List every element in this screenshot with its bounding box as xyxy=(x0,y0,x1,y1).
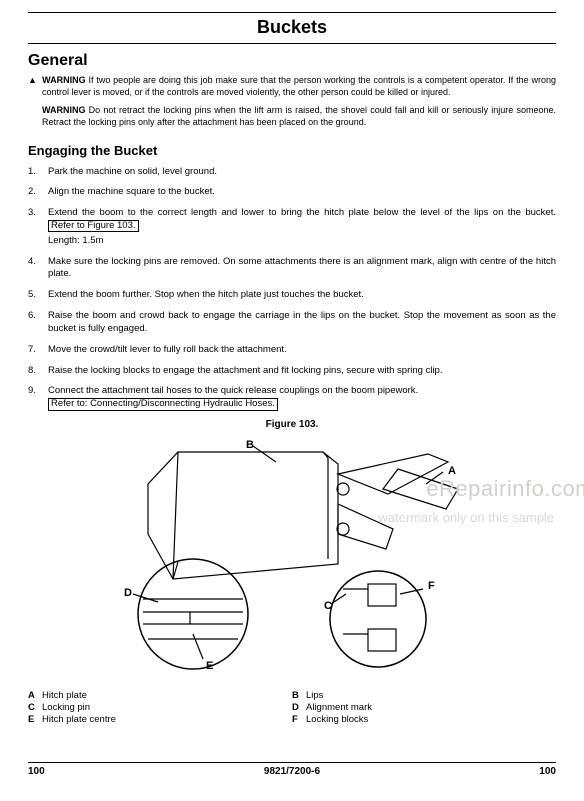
step-4: Make sure the locking pins are removed. … xyxy=(28,256,556,282)
warning-label: WARNING xyxy=(42,105,86,115)
figure-legend: AHitch plate BLips CLocking pin DAlignme… xyxy=(28,690,556,725)
legend-val: Locking pin xyxy=(42,702,292,713)
watermark-main: eRepairinfo.com xyxy=(426,476,584,502)
label-E: E xyxy=(206,660,213,672)
step-7: Move the crowd/tilt lever to fully roll … xyxy=(28,344,556,357)
legend-val: Hitch plate xyxy=(42,690,292,701)
warning-1: ▲ WARNING If two people are doing this j… xyxy=(28,74,556,98)
label-D: D xyxy=(124,587,132,599)
legend-key: B xyxy=(292,690,306,701)
step-8: Raise the locking blocks to engage the a… xyxy=(28,365,556,378)
hoses-ref-link[interactable]: Refer to: Connecting/Disconnecting Hydra… xyxy=(48,398,278,410)
step-1: Park the machine on solid, level ground. xyxy=(28,166,556,179)
legend-key: D xyxy=(292,702,306,713)
legend-val: Alignment mark xyxy=(306,702,556,713)
warning-text: If two people are doing this job make su… xyxy=(42,75,556,97)
figure-ref-link[interactable]: Refer to Figure 103. xyxy=(48,220,139,232)
legend-key: F xyxy=(292,714,306,725)
step-9: Connect the attachment tail hoses to the… xyxy=(28,385,556,411)
step-5: Extend the boom further. Stop when the h… xyxy=(28,289,556,302)
page-footer: 100 9821/7200-6 100 xyxy=(28,762,556,777)
legend-key: E xyxy=(28,714,42,725)
footer-center: 9821/7200-6 xyxy=(264,766,320,777)
label-B: B xyxy=(246,439,254,451)
figure-103: B A D E C F xyxy=(28,434,556,684)
step-6: Raise the boom and crowd back to engage … xyxy=(28,310,556,336)
engaging-heading: Engaging the Bucket xyxy=(28,143,556,158)
warning-2: WARNING Do not retract the locking pins … xyxy=(28,104,556,128)
legend-val: Locking blocks xyxy=(306,714,556,725)
step-3: Extend the boom to the correct length an… xyxy=(28,207,556,247)
general-heading: General xyxy=(28,52,556,70)
legend-key: C xyxy=(28,702,42,713)
footer-right: 100 xyxy=(539,766,556,777)
watermark-sub: watermark only on this sample xyxy=(378,510,554,525)
steps-list: Park the machine on solid, level ground.… xyxy=(28,166,556,411)
step-2: Align the machine square to the bucket. xyxy=(28,186,556,199)
step-subline: Length: 1.5m xyxy=(48,235,556,248)
legend-val: Hitch plate centre xyxy=(42,714,292,725)
footer-left: 100 xyxy=(28,766,45,777)
legend-key: A xyxy=(28,690,42,701)
legend-val: Lips xyxy=(306,690,556,701)
warning-label: WARNING xyxy=(42,75,86,85)
warning-icon: ▲ xyxy=(28,75,37,85)
label-C: C xyxy=(324,600,332,612)
warning-text: Do not retract the locking pins when the… xyxy=(42,105,556,127)
label-F: F xyxy=(428,580,435,592)
figure-caption: Figure 103. xyxy=(28,419,556,430)
page-title: Buckets xyxy=(28,12,556,44)
